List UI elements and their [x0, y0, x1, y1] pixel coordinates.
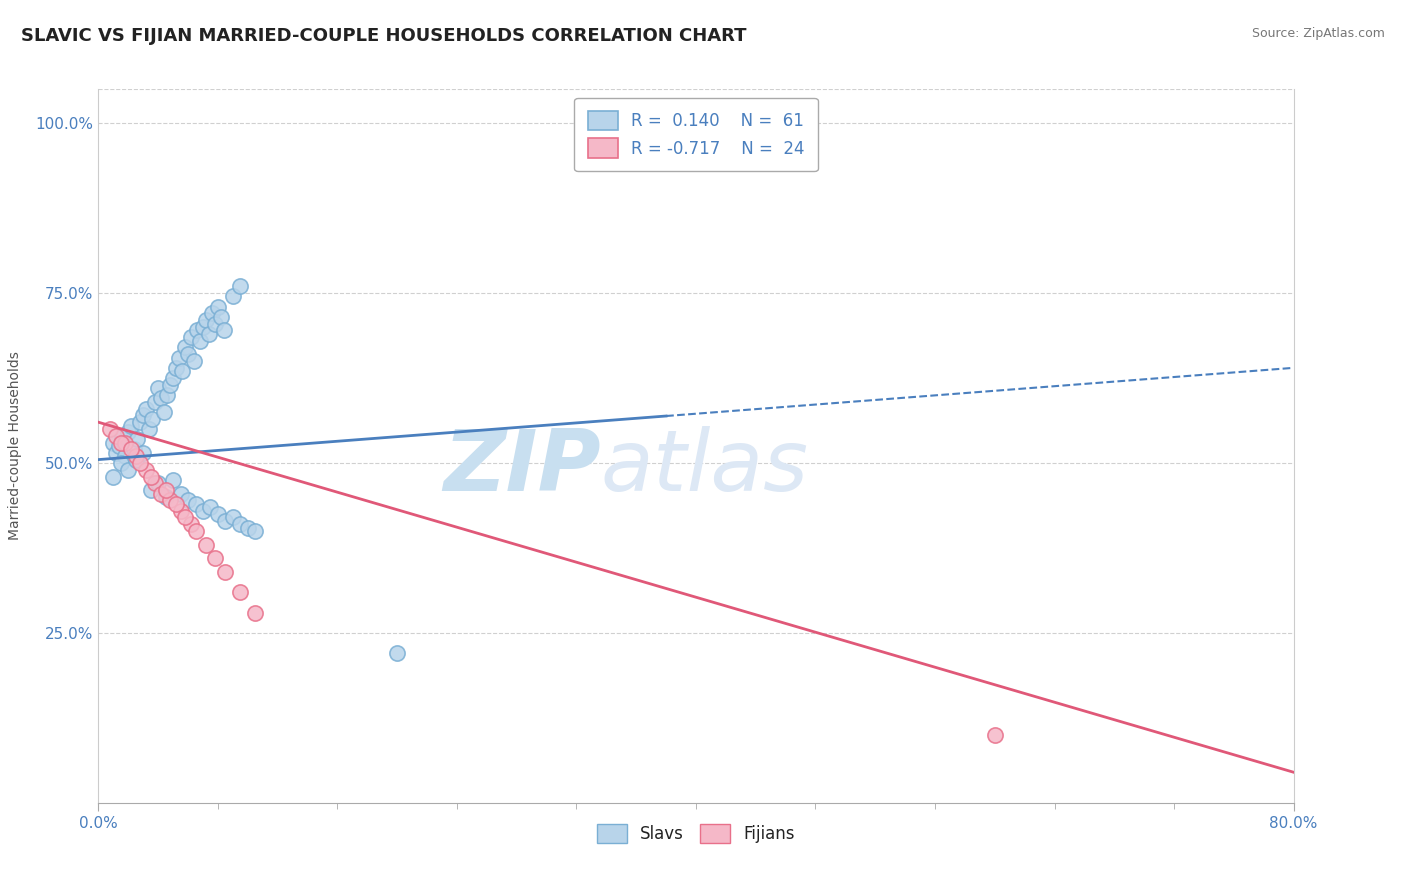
Point [385, 646, 409, 660]
Point [132, 409, 155, 423]
Text: ZIP: ZIP [443, 425, 600, 509]
Point [200, 500, 222, 515]
Point [195, 537, 218, 551]
Point [156, 388, 179, 402]
Point [236, 520, 259, 534]
Point [169, 486, 191, 500]
Point [162, 473, 184, 487]
Point [159, 377, 181, 392]
Point [117, 425, 139, 440]
Point [177, 493, 200, 508]
Point [114, 449, 136, 463]
Point [129, 456, 152, 470]
Point [191, 503, 214, 517]
Point [139, 483, 162, 498]
Point [195, 313, 218, 327]
Point [222, 289, 245, 303]
Point [125, 449, 148, 463]
Point [110, 435, 132, 450]
Point [155, 483, 177, 498]
Point [180, 517, 202, 532]
Point [105, 446, 128, 460]
Text: SLAVIC VS FIJIAN MARRIED-COUPLE HOUSEHOLDS CORRELATION CHART: SLAVIC VS FIJIAN MARRIED-COUPLE HOUSEHOL… [21, 27, 747, 45]
Point [198, 326, 221, 341]
Point [143, 476, 166, 491]
Point [150, 486, 173, 500]
Point [245, 606, 267, 620]
Text: atlas: atlas [600, 425, 808, 509]
Point [98, 422, 122, 436]
Point [165, 360, 187, 375]
Point [108, 439, 131, 453]
Legend: Slavs, Fijians: Slavs, Fijians [588, 815, 804, 852]
Point [148, 381, 170, 395]
Point [114, 435, 136, 450]
Point [150, 392, 173, 406]
Point [180, 330, 202, 344]
Point [191, 320, 214, 334]
Point [103, 435, 125, 450]
Point [188, 334, 211, 348]
Point [229, 279, 252, 293]
Point [124, 442, 146, 457]
Point [207, 300, 229, 314]
Point [143, 394, 166, 409]
Point [245, 524, 267, 538]
Point [222, 510, 245, 524]
Point [155, 490, 177, 504]
Point [117, 463, 139, 477]
Point [184, 524, 207, 538]
Y-axis label: Married-couple Households: Married-couple Households [7, 351, 21, 541]
Point [141, 412, 163, 426]
Point [177, 347, 200, 361]
Point [201, 306, 224, 320]
Point [132, 446, 155, 460]
Point [169, 503, 191, 517]
Point [103, 469, 125, 483]
Point [125, 452, 148, 467]
Point [110, 456, 132, 470]
Point [105, 429, 128, 443]
Point [129, 415, 152, 429]
Point [204, 551, 226, 566]
Point [214, 514, 236, 528]
Point [148, 476, 170, 491]
Point [204, 317, 226, 331]
Point [172, 364, 194, 378]
Point [167, 351, 190, 365]
Point [183, 354, 205, 368]
Point [139, 469, 162, 483]
Point [209, 310, 232, 324]
Point [207, 507, 229, 521]
Point [120, 442, 142, 457]
Point [212, 323, 235, 337]
Point [135, 401, 157, 416]
Point [186, 323, 208, 337]
Point [159, 493, 181, 508]
Point [229, 585, 252, 599]
Point [214, 565, 236, 579]
Point [184, 497, 207, 511]
Point [984, 728, 1007, 742]
Point [127, 432, 149, 446]
Text: Source: ZipAtlas.com: Source: ZipAtlas.com [1251, 27, 1385, 40]
Point [111, 429, 134, 443]
Point [174, 510, 197, 524]
Point [229, 517, 252, 532]
Point [153, 405, 176, 419]
Point [165, 497, 187, 511]
Point [174, 341, 197, 355]
Point [135, 463, 157, 477]
Point [138, 422, 160, 436]
Point [120, 418, 142, 433]
Point [162, 371, 184, 385]
